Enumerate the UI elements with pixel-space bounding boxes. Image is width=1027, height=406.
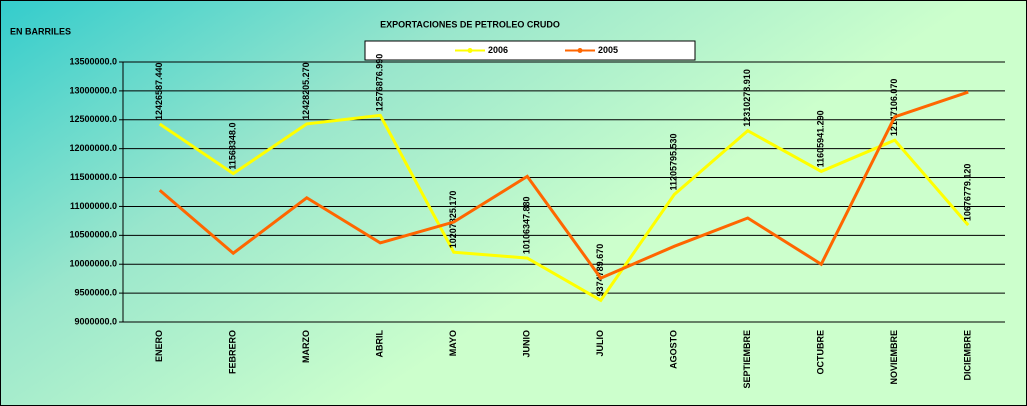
legend-label: 2006	[488, 45, 508, 55]
chart-title: EXPORTACIONES DE PETROLEO CRUDO	[380, 19, 560, 29]
y-tick-label: 11000000.0	[70, 201, 117, 211]
x-tick-label: FEBRERO	[228, 330, 238, 374]
data-label: 10106347.880	[522, 197, 532, 255]
data-label: 12576876.990	[375, 54, 385, 112]
y-tick-label: 9500000.0	[74, 287, 117, 297]
legend-marker	[467, 48, 473, 53]
legend-marker	[577, 48, 583, 53]
x-tick-label: ABRIL	[375, 330, 385, 358]
data-label: 11605941.290	[816, 110, 826, 167]
y-tick-label: 10000000.0	[69, 259, 117, 269]
y-tick-label: 12500000.0	[69, 114, 117, 124]
data-label: 10207825.170	[448, 191, 458, 249]
x-tick-label: MARZO	[301, 330, 311, 363]
data-label: 12310278.910	[742, 69, 752, 127]
y-tick-label: 10500000.0	[69, 230, 117, 240]
data-label: 10676779.120	[963, 164, 973, 222]
data-label: 12428205.270	[301, 62, 311, 120]
x-tick-label: AGOSTO	[669, 330, 679, 369]
data-label: 11205795.530	[669, 133, 679, 190]
y-tick-label: 11500000.0	[70, 172, 117, 182]
data-label: 11568348.0	[228, 123, 238, 170]
y-tick-label: 12000000.0	[69, 143, 117, 153]
data-label: 9374789.670	[595, 244, 605, 297]
data-label: 12426587.440	[154, 62, 164, 120]
x-tick-label: JULIO	[595, 330, 605, 357]
y-tick-label: 13500000.0	[69, 56, 117, 66]
x-tick-label: ENERO	[154, 330, 164, 362]
y-tick-label: 13000000.0	[69, 85, 117, 95]
x-tick-label: NOVIEMBRE	[889, 330, 899, 385]
series-line	[158, 90, 969, 280]
y-tick-label: 9000000.0	[74, 316, 117, 326]
series-line	[158, 113, 970, 303]
data-label: 12147106.070	[889, 79, 899, 137]
x-tick-label: MAYO	[448, 330, 458, 356]
y-axis-label: EN BARRILES	[10, 26, 71, 36]
x-tick-label: DICIEMBRE	[963, 330, 973, 381]
x-tick-label: SEPTIEMBRE	[742, 330, 752, 389]
x-tick-label: JUNIO	[522, 330, 532, 358]
legend	[364, 40, 696, 61]
x-tick-label: OCTUBRE	[816, 330, 826, 375]
legend-label: 2005	[598, 45, 618, 55]
